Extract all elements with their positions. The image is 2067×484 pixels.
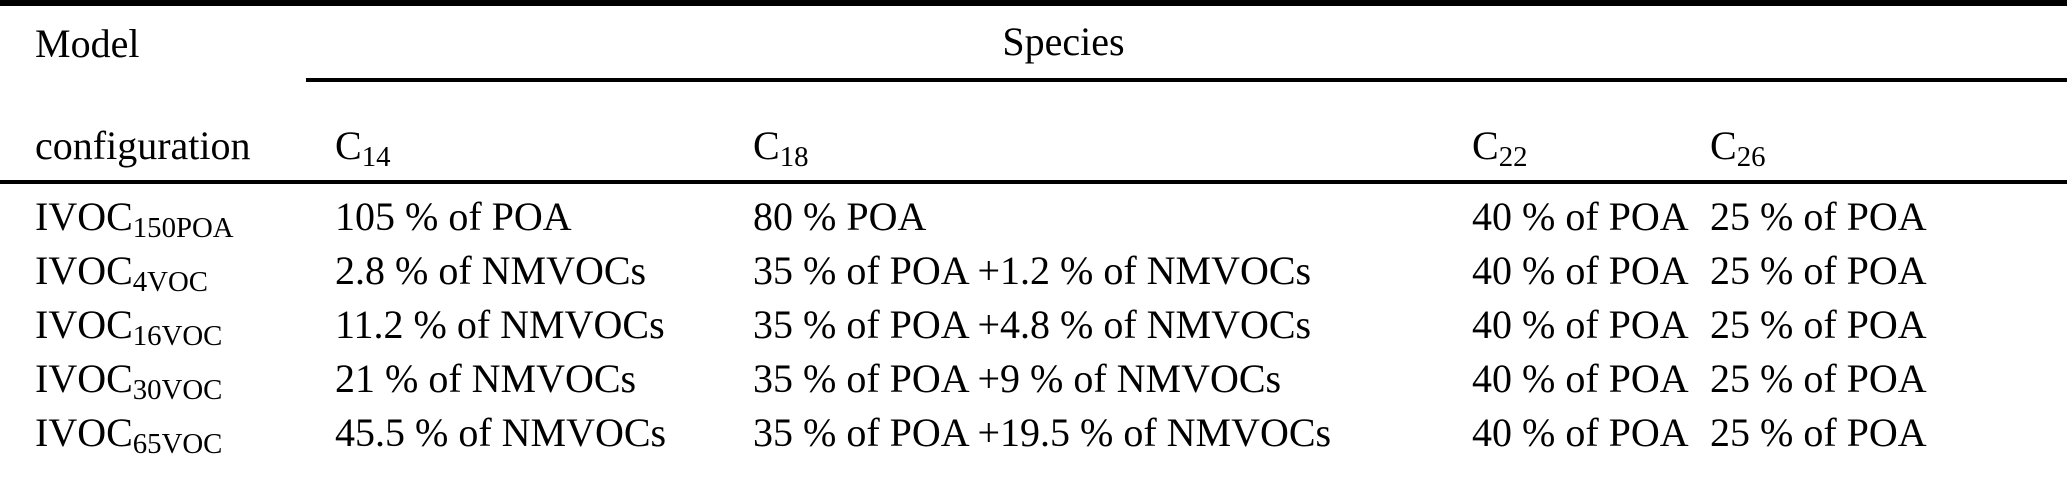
header-col-c26: C26 (1710, 82, 2067, 184)
model-name-cell: IVOC16VOC (0, 298, 306, 352)
header-c26-subscript: 26 (1736, 140, 1766, 173)
header-model-line1: Model (0, 6, 306, 82)
value-c18: 35 % of POA +1.2 % of NMVOCs (753, 248, 1312, 293)
table-row-ivoc-65voc: IVOC65VOC 45.5 % of NMVOCs 35 % of POA +… (0, 406, 2067, 484)
table-row-ivoc-16voc: IVOC16VOC 11.2 % of NMVOCs 35 % of POA +… (0, 298, 2067, 352)
header-c18-subscript: 18 (779, 140, 809, 173)
header-row-columns: configuration C14 C18 C22 C26 (0, 82, 2067, 184)
model-name-cell: IVOC65VOC (0, 406, 306, 484)
model-name-subscript: 150POA (132, 211, 234, 244)
model-name-base: IVOC (35, 356, 133, 401)
value-c14: 45.5 % of NMVOCs (335, 410, 667, 455)
header-c14-base: C (335, 123, 362, 168)
value-c22: 40 % of POA (1472, 194, 1689, 239)
model-name-base: IVOC (35, 410, 133, 455)
table-row-ivoc-150poa: IVOC150POA 105 % of POA 80 % POA 40 % of… (0, 184, 2067, 244)
model-name-cell: IVOC4VOC (0, 244, 306, 298)
value-c22: 40 % of POA (1472, 248, 1689, 293)
value-c18: 35 % of POA +9 % of NMVOCs (753, 356, 1282, 401)
model-name-base: IVOC (35, 248, 133, 293)
header-col-c14: C14 (306, 82, 753, 184)
value-c26: 25 % of POA (1710, 356, 1927, 401)
table-row-ivoc-4voc: IVOC4VOC 2.8 % of NMVOCs 35 % of POA +1.… (0, 244, 2067, 298)
value-c22: 40 % of POA (1472, 302, 1689, 347)
value-c14: 2.8 % of NMVOCs (335, 248, 647, 293)
species-group-label: Species (1002, 19, 1125, 64)
header-model-line2: configuration (0, 82, 306, 184)
table-row-ivoc-30voc: IVOC30VOC 21 % of NMVOCs 35 % of POA +9 … (0, 352, 2067, 406)
value-c26: 25 % of POA (1710, 248, 1927, 293)
value-c14: 105 % of POA (335, 194, 572, 239)
model-name-subscript: 4VOC (132, 265, 208, 298)
header-c14-subscript: 14 (361, 140, 391, 173)
header-row-species-group: Model Species (0, 6, 2067, 82)
model-name-base: IVOC (35, 194, 133, 239)
model-name-cell: IVOC30VOC (0, 352, 306, 406)
value-c26: 25 % of POA (1710, 194, 1927, 239)
value-c22: 40 % of POA (1472, 356, 1689, 401)
header-model-line1-text: Model (35, 21, 140, 66)
header-c22-subscript: 22 (1498, 140, 1528, 173)
model-name-cell: IVOC150POA (0, 184, 306, 244)
header-c26-base: C (1710, 123, 1737, 168)
value-c26: 25 % of POA (1710, 410, 1927, 455)
header-c18-base: C (753, 123, 780, 168)
header-c22-base: C (1472, 123, 1499, 168)
header-col-c22: C22 (1472, 82, 1710, 184)
model-name-subscript: 30VOC (132, 373, 223, 406)
value-c26: 25 % of POA (1710, 302, 1927, 347)
header-species-group: Species (306, 6, 2067, 82)
model-name-subscript: 65VOC (132, 427, 223, 460)
model-name-base: IVOC (35, 302, 133, 347)
value-c22: 40 % of POA (1472, 410, 1689, 455)
value-c14: 21 % of NMVOCs (335, 356, 637, 401)
model-name-subscript: 16VOC (132, 319, 223, 352)
value-c18: 35 % of POA +4.8 % of NMVOCs (753, 302, 1312, 347)
value-c14: 11.2 % of NMVOCs (335, 302, 665, 347)
value-c18: 35 % of POA +19.5 % of NMVOCs (753, 410, 1332, 455)
header-model-line2-text: configuration (35, 123, 251, 168)
header-col-c18: C18 (753, 82, 1472, 184)
value-c18: 80 % POA (753, 194, 927, 239)
